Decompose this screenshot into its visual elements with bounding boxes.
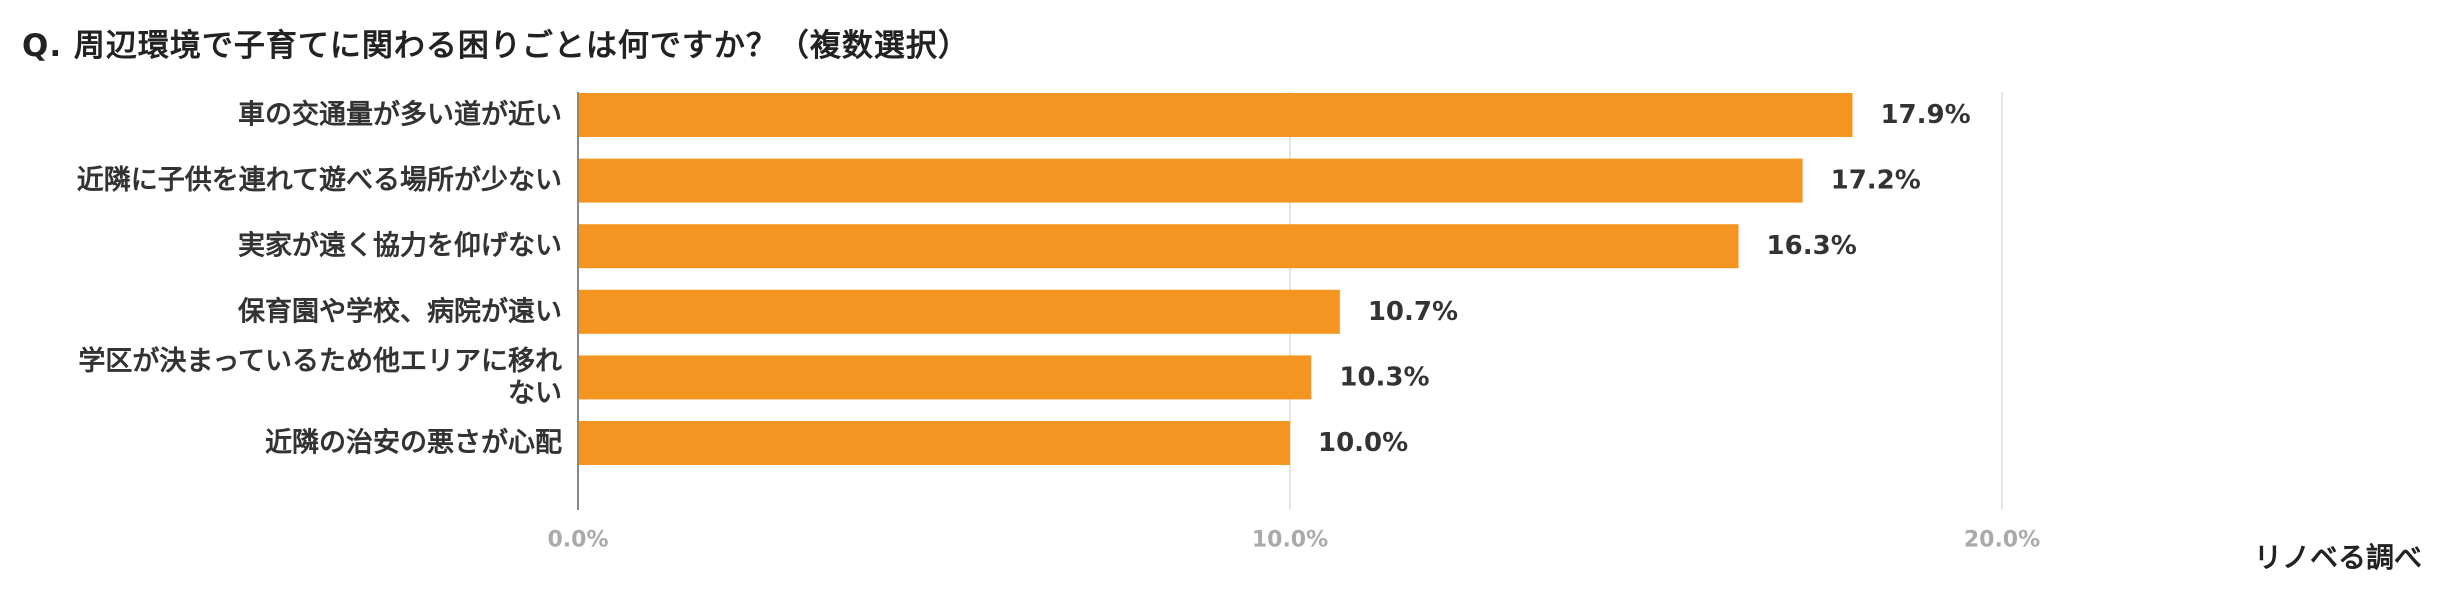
category-label: 保育園や学校、病院が遠い xyxy=(237,295,562,327)
bar xyxy=(578,421,1290,465)
bar xyxy=(578,93,1853,137)
bar xyxy=(578,224,1739,269)
bar xyxy=(578,158,1803,203)
category-label: 近隣に子供を連れて遊べる場所が少ない xyxy=(77,164,562,196)
chart-title: Q. 周辺環境で子育てに関わる困りごとは何ですか？（複数選択） xyxy=(22,28,970,64)
value-label: 17.9% xyxy=(1880,100,1970,130)
bar xyxy=(578,289,1340,334)
category-label: 実家が遠く協力を仰げない xyxy=(238,230,562,262)
value-label: 10.3% xyxy=(1339,362,1429,392)
value-label: 10.7% xyxy=(1368,297,1458,327)
bar xyxy=(578,355,1312,400)
tick-label: 0.0% xyxy=(547,528,608,553)
value-labels: 17.9% 17.2% 16.3% 10.7% 10.3% 10.0% xyxy=(1318,100,1971,458)
category-label: 学区が決まっているため他エリアに移れ xyxy=(78,345,562,377)
source-credit: リノベる調べ xyxy=(2253,541,2422,574)
category-label: ない xyxy=(508,378,562,409)
bars xyxy=(578,93,1853,465)
value-label: 10.0% xyxy=(1318,428,1408,458)
tick-label: 20.0% xyxy=(1964,528,2040,553)
value-label: 17.2% xyxy=(1831,166,1921,196)
tick-label: 10.0% xyxy=(1252,528,1328,553)
category-label: 車の交通量が多い道が近い xyxy=(238,99,562,131)
category-labels: 車の交通量が多い道が近い近隣に子供を連れて遊べる場所が少ない実家が遠く協力を仰げ… xyxy=(77,99,562,459)
value-label: 16.3% xyxy=(1767,231,1857,261)
category-label: 近隣の治安の悪さが心配 xyxy=(265,427,562,459)
x-tick-labels: 0.0% 10.0% 20.0% xyxy=(547,528,2040,553)
